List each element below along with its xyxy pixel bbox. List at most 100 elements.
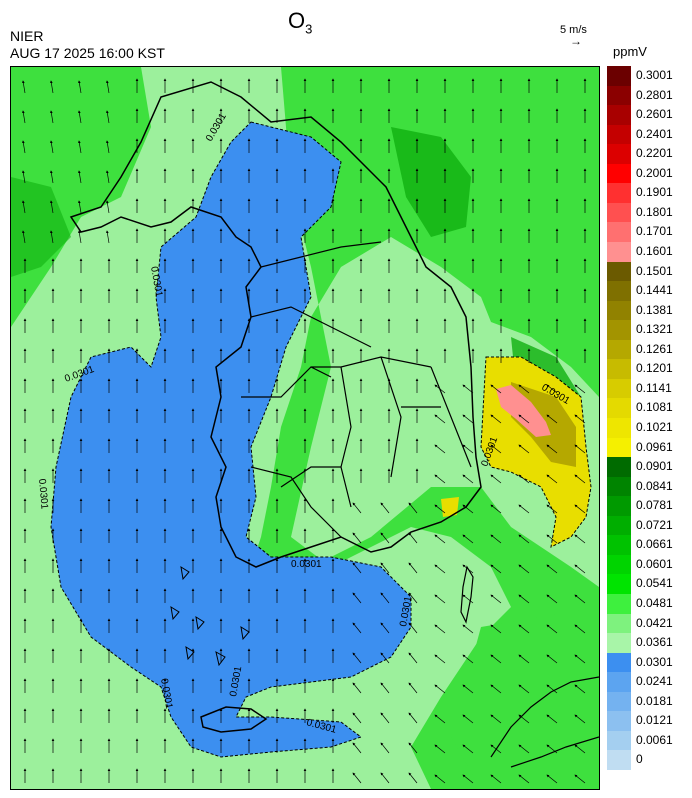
wind-vector [518, 444, 530, 454]
wind-vector [574, 474, 586, 484]
wind-vector [518, 534, 530, 544]
wind-vector [434, 654, 446, 664]
wind-vector [105, 230, 110, 244]
contour-label: 0.0301 [291, 559, 322, 570]
wind-reference-label: 5 m/s [560, 24, 587, 36]
wind-vector [434, 444, 446, 454]
legend-label: 0.2001 [636, 165, 673, 180]
legend-label: 0.1501 [636, 263, 673, 278]
wind-vector [518, 714, 530, 724]
wind-vector [408, 592, 418, 604]
legend-swatch [607, 202, 631, 223]
legend-label: 0.1141 [636, 380, 672, 395]
wind-vector-field [21, 78, 587, 784]
wind-vector [434, 624, 446, 634]
wind-vector [21, 170, 26, 184]
wind-vector [574, 744, 586, 754]
legend-label: 0.1441 [636, 283, 673, 298]
contour-label: 0.0301 [158, 678, 174, 710]
wind-vector [380, 562, 390, 574]
wind-vector [49, 80, 54, 94]
wind-vector [462, 564, 474, 574]
legend-swatch [607, 496, 631, 517]
ozone-map: 0.0301 0.0301 0.0301 0.0301 0.0301 0.030… [10, 66, 600, 790]
wind-vector [490, 594, 502, 604]
legend-label: 0 [636, 752, 643, 767]
wind-vector [105, 110, 110, 124]
wind-vector [490, 474, 502, 484]
wind-vector [21, 140, 26, 154]
legend-label: 0.0721 [636, 517, 673, 532]
legend-swatch [607, 554, 631, 575]
legend-swatch [607, 378, 631, 399]
wind-vector [490, 504, 502, 514]
wind-vector [21, 110, 26, 124]
wind-vector [434, 504, 446, 514]
legend-swatch [607, 437, 631, 458]
wind-vector [352, 742, 362, 754]
wind-vector [408, 622, 418, 634]
legend-label: 0.2801 [636, 87, 673, 102]
wind-vector [546, 564, 558, 574]
wind-vector [77, 80, 82, 94]
wind-vector [105, 80, 110, 94]
wind-vector [352, 592, 362, 604]
wind-vector [21, 200, 26, 214]
legend-swatch [607, 339, 631, 360]
legend-label: 0.1381 [636, 302, 673, 317]
wind-vector [352, 502, 362, 514]
wind-vector [462, 384, 474, 394]
wind-vector [408, 562, 418, 574]
legend-label: 0.0301 [636, 654, 673, 669]
wind-vector [546, 444, 558, 454]
wind-vector [574, 564, 586, 574]
southwest-islands [170, 565, 250, 667]
wind-vector [546, 744, 558, 754]
legend-label: 0.1321 [636, 322, 673, 337]
wind-vector [434, 474, 446, 484]
wind-vector [574, 714, 586, 724]
unit-label: ppmV [613, 44, 647, 59]
wind-vector [546, 714, 558, 724]
wind-vector [574, 444, 586, 454]
legend-swatch [607, 418, 631, 439]
legend-label: 0.1021 [636, 420, 673, 434]
legend-swatch [607, 730, 631, 751]
wind-vector [518, 564, 530, 574]
wind-vector [490, 654, 502, 664]
legend-swatch [607, 320, 631, 341]
wind-vector [380, 772, 390, 784]
wind-vector [574, 774, 586, 784]
legend-label: 0.2201 [636, 146, 673, 161]
wind-vector [49, 110, 54, 124]
wind-vector [462, 594, 474, 604]
legend-swatch [607, 242, 631, 263]
wind-vector [352, 622, 362, 634]
legend-label: 0.0361 [636, 635, 673, 650]
wind-vector [77, 200, 82, 214]
wind-vector [462, 624, 474, 634]
wind-vector [462, 414, 474, 424]
legend-label: 0.0781 [636, 498, 673, 513]
legend-swatch [607, 163, 631, 184]
wind-vector [49, 140, 54, 154]
wind-vector [462, 744, 474, 754]
wind-vector [546, 624, 558, 634]
legend-label: 0.0541 [636, 576, 673, 591]
wind-vector [434, 684, 446, 694]
wind-vector [408, 772, 418, 784]
wind-vector [434, 774, 446, 784]
wind-vector [434, 384, 446, 394]
yellow-patch-south [441, 497, 459, 517]
wind-vector [77, 140, 82, 154]
wind-vector [518, 504, 530, 514]
wind-vector [77, 110, 82, 124]
wind-vector [21, 80, 26, 94]
wind-vector [546, 534, 558, 544]
legend-label: 0.1201 [636, 361, 673, 376]
wind-vector [574, 504, 586, 514]
legend-swatch [607, 515, 631, 536]
wind-vector [518, 474, 530, 484]
legend-label: 0.0601 [636, 556, 673, 571]
wind-vector [518, 414, 530, 424]
